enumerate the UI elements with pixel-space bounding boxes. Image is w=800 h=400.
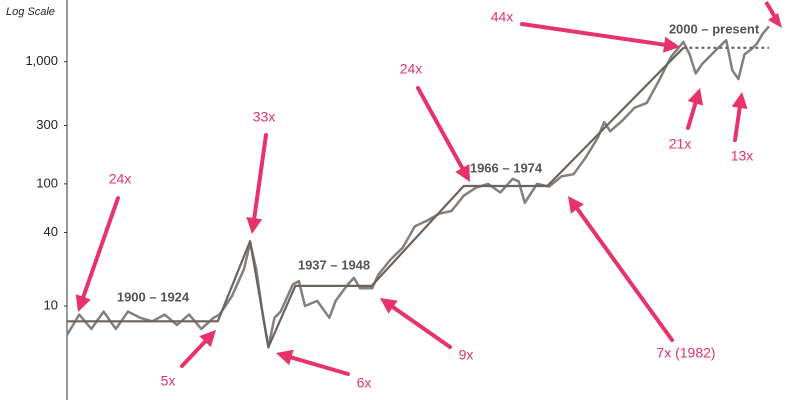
arrow-shaft xyxy=(686,101,698,130)
y-tick-label: 300 xyxy=(36,117,58,132)
annotation-label: 44x xyxy=(491,9,514,25)
arrow-head xyxy=(276,349,294,366)
period-label: 2000 – present xyxy=(669,21,760,36)
arrow-head xyxy=(199,330,216,348)
arrow-head xyxy=(380,298,398,314)
arrow-head xyxy=(568,196,584,214)
arrow-shaft xyxy=(391,305,452,349)
arrow-head xyxy=(663,36,680,53)
arrow-shaft xyxy=(733,105,742,142)
period-label: 1966 – 1974 xyxy=(470,160,543,175)
y-tick-label: 100 xyxy=(36,175,58,190)
period-label: 1937 – 1948 xyxy=(298,257,370,272)
arrow-head xyxy=(731,92,748,109)
y-tick-label: 40 xyxy=(44,224,58,239)
arrow-head xyxy=(75,294,91,312)
annotation-label: 24x xyxy=(400,61,423,77)
annotation-arrow xyxy=(246,133,268,234)
y-tick-label: 10 xyxy=(44,297,58,312)
corner-arrow xyxy=(764,0,782,28)
period-label: 1900 – 1924 xyxy=(117,289,190,304)
annotation-arrow xyxy=(731,92,748,142)
y-tick-label: 1,000 xyxy=(25,53,58,68)
annotation-label: 21x xyxy=(669,136,692,152)
arrow-head xyxy=(687,88,704,106)
arrow-head xyxy=(455,164,470,182)
trend-line xyxy=(67,47,685,349)
annotation-label: 24x xyxy=(109,171,132,187)
arrow-shaft xyxy=(520,22,667,47)
arrow-shaft xyxy=(416,86,465,170)
annotation-arrow xyxy=(75,196,120,312)
arrow-shaft xyxy=(252,133,268,221)
annotation-label: 33x xyxy=(253,109,276,125)
annotation-arrow xyxy=(180,330,216,368)
annotation-label: 7x (1982) xyxy=(656,345,715,361)
price-line xyxy=(65,25,770,349)
annotation-arrow xyxy=(568,196,674,342)
annotation-label: 9x xyxy=(459,347,474,363)
annotation-label: 6x xyxy=(357,375,372,391)
arrow-shaft xyxy=(289,355,350,376)
annotation-arrow xyxy=(520,22,680,53)
annotation-arrow xyxy=(276,349,350,376)
annotation-arrow xyxy=(686,88,704,130)
arrow-shaft xyxy=(180,339,208,368)
annotation-label: 5x xyxy=(161,373,176,389)
arrow-shaft xyxy=(81,196,120,299)
arrow-shaft xyxy=(575,206,674,342)
annotation-label: 13x xyxy=(731,148,754,164)
annotation-arrow xyxy=(380,298,452,349)
y-axis-label: Log Scale xyxy=(6,6,55,18)
annotation-arrow xyxy=(416,86,470,182)
arrow-head xyxy=(246,217,263,234)
